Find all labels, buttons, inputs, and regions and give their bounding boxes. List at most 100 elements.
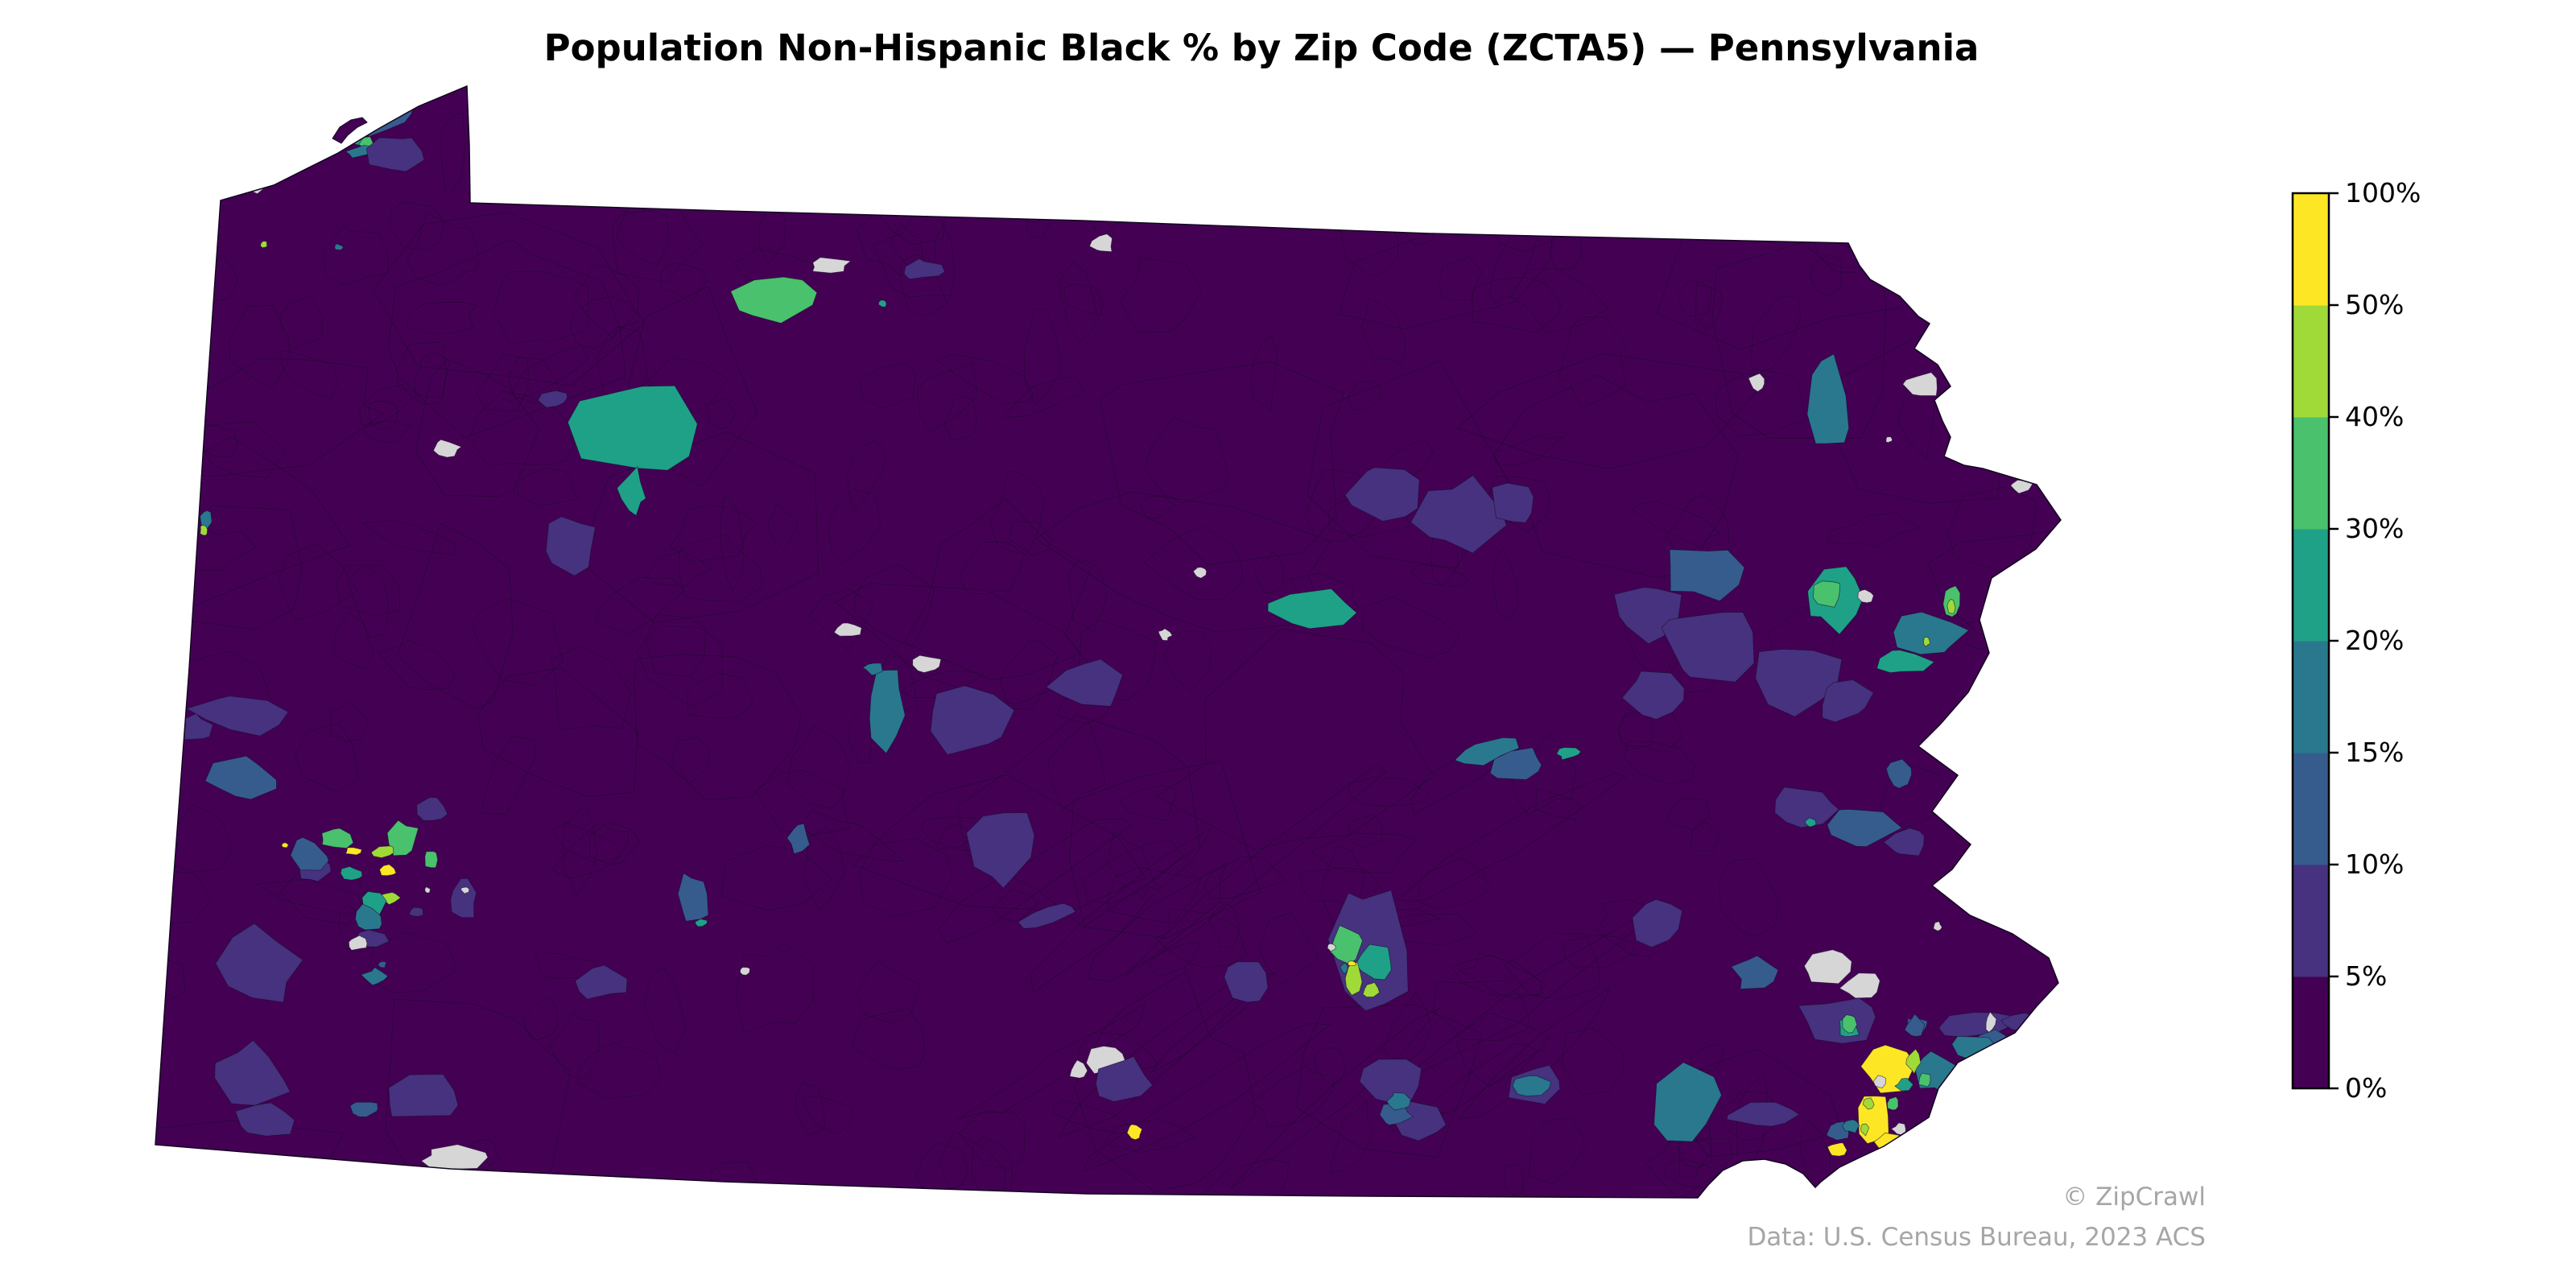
zip-boundary-cell xyxy=(1454,1012,1550,1087)
state-fill-pennsylvania xyxy=(155,86,2061,1198)
zip-boundary-cell xyxy=(989,470,1045,555)
zip-boundary-cell xyxy=(914,1142,969,1197)
zip-boundary-cell xyxy=(1492,547,1518,620)
zip-patch-c2 xyxy=(1018,902,1076,929)
colorbar-segment-6 xyxy=(2293,305,2329,418)
zip-boundary-cell xyxy=(1736,1075,1768,1165)
zip-boundary-cell xyxy=(1009,521,1052,557)
zip-boundary-cell xyxy=(958,541,1025,595)
zip-boundary-cell xyxy=(362,420,412,444)
zip-boundary-cell xyxy=(1528,1117,1587,1185)
zip-patch-nd xyxy=(1933,921,1942,931)
zip-patch-nd xyxy=(1902,372,1938,396)
zip-patch-nd xyxy=(912,654,942,673)
zip-patch-c6 xyxy=(1842,1014,1858,1034)
zip-patch-c8 xyxy=(345,847,362,856)
zip-boundary-cell xyxy=(1082,839,1184,904)
zip-patch-c3 xyxy=(1669,549,1745,602)
zip-boundary-cell xyxy=(856,960,921,1024)
zip-patch-c6 xyxy=(321,828,354,849)
zip-boundary-cell xyxy=(1558,316,1628,409)
zip-boundary-cell xyxy=(407,301,479,334)
zip-boundary-cell xyxy=(1338,216,1554,330)
zip-boundary-cell xyxy=(493,270,589,345)
zip-boundary-cell xyxy=(396,341,448,398)
zip-patch-c3 xyxy=(1489,747,1542,780)
zip-boundary-cell xyxy=(1503,932,1601,1001)
zip-patch-c2 xyxy=(545,516,596,576)
colorbar-segment-4 xyxy=(2293,529,2329,642)
zip-boundary-cell xyxy=(552,821,621,863)
zip-patch-c5 xyxy=(1804,817,1817,828)
zip-boundary-cell xyxy=(1047,720,1106,811)
zip-patch-c6 xyxy=(1813,580,1841,608)
zip-boundary-cell xyxy=(744,100,778,167)
zip-boundary-cell xyxy=(1107,866,1202,924)
zip-boundary-cell xyxy=(414,351,451,405)
zip-boundary-cell xyxy=(195,421,287,478)
zip-patch-c2 xyxy=(1492,482,1534,523)
zip-patch-c2 xyxy=(930,685,1015,756)
zip-boundary-cell xyxy=(956,1002,1146,1121)
zip-boundary-cell xyxy=(1107,830,1159,899)
zip-boundary-cell xyxy=(809,588,874,652)
zip-boundary-cell xyxy=(1612,132,1645,192)
zip-boundary-cell xyxy=(859,361,916,409)
zip-boundary-cell xyxy=(1509,268,1609,335)
zip-patch-c4 xyxy=(1454,737,1520,766)
zip-boundary-cell xyxy=(1535,787,1581,820)
zip-boundary-cell xyxy=(440,112,466,195)
zip-boundary-cell xyxy=(1102,1118,1196,1154)
zip-boundary-cell xyxy=(336,564,401,617)
zip-choropleth-patches xyxy=(171,107,2040,1170)
zip-boundary-cell xyxy=(645,550,713,588)
zip-patch-c6 xyxy=(1886,1096,1899,1111)
zip-boundary-cell xyxy=(522,997,558,1041)
colorbar-tick-label: 10% xyxy=(2345,848,2404,880)
zip-patch-c7 xyxy=(1923,636,1931,647)
zip-boundary-cell xyxy=(576,1042,662,1099)
zip-boundary-cell xyxy=(1905,97,1941,159)
zip-patch-c4 xyxy=(1653,1062,1722,1142)
zip-boundary-cell xyxy=(853,564,935,648)
zip-patch-c2 xyxy=(1224,961,1269,1003)
zip-boundary-cell xyxy=(1750,295,1801,374)
zip-patch-c7 xyxy=(200,524,208,536)
zip-boundary-cell xyxy=(985,160,1019,217)
zip-patch-nd xyxy=(424,886,431,894)
zip-patch-nd xyxy=(1890,1122,1906,1136)
zip-boundary-cell xyxy=(1485,115,1520,173)
colorbar-tick-label: 5% xyxy=(2345,960,2387,992)
zip-boundary-cell xyxy=(597,326,650,398)
zip-boundary-cell xyxy=(570,295,637,350)
zip-boundary-cell xyxy=(645,613,707,677)
zip-boundary-cell xyxy=(255,878,365,914)
zip-boundary-cell xyxy=(1666,798,1711,830)
zip-patch-nd xyxy=(1069,1059,1088,1079)
zip-boundary-cell xyxy=(330,700,369,743)
zip-boundary-cell xyxy=(1695,283,1724,329)
zip-boundary-cell xyxy=(1251,1065,1335,1129)
zip-boundary-cell xyxy=(1118,784,1179,822)
zip-boundary-cell xyxy=(1296,1004,1484,1158)
colorbar-tick-label: 50% xyxy=(2345,289,2404,320)
zip-boundary-cell xyxy=(1203,1158,1289,1198)
zip-patch-c4 xyxy=(1512,1075,1552,1097)
zip-boundary-cell xyxy=(155,861,212,924)
zip-boundary-cell xyxy=(1758,184,1788,235)
zip-boundary-cell xyxy=(1208,902,1240,948)
zip-patch-c5 xyxy=(340,865,363,881)
zip-patch-nd xyxy=(348,935,368,951)
zip-boundary-cell xyxy=(1723,119,1798,154)
zip-patch-c8 xyxy=(1348,960,1357,967)
zip-boundary-cell xyxy=(1827,512,1922,548)
zip-patch-c3 xyxy=(1730,955,1779,990)
zip-boundary-cell xyxy=(971,1137,1013,1198)
zip-boundary-cell xyxy=(389,201,446,251)
zip-boundary-cell xyxy=(567,86,625,116)
zip-boundary-cell xyxy=(579,431,819,623)
state-map xyxy=(155,85,2062,1199)
zip-patch-c8 xyxy=(379,864,397,877)
zip-boundary-cell xyxy=(508,356,563,404)
